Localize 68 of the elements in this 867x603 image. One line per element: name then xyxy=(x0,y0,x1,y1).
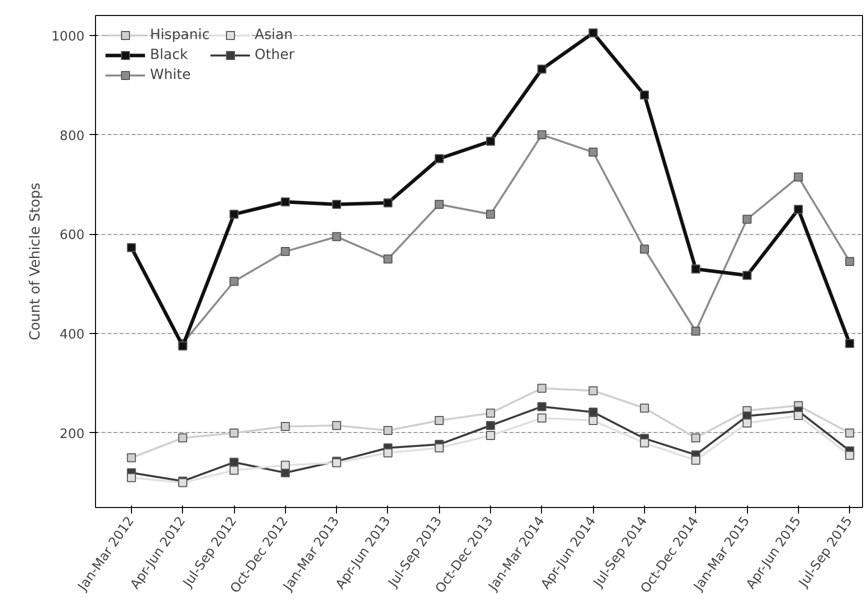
point xyxy=(280,422,290,431)
legend-label: White xyxy=(150,67,191,83)
point xyxy=(332,421,342,430)
point xyxy=(486,210,496,219)
point xyxy=(845,450,854,460)
point xyxy=(845,339,854,348)
point xyxy=(640,244,649,254)
point xyxy=(588,148,598,157)
point xyxy=(537,130,546,140)
point xyxy=(537,414,546,423)
point xyxy=(691,456,700,465)
legend-label: Asian xyxy=(254,27,293,43)
point xyxy=(691,326,700,336)
point xyxy=(230,210,239,219)
y-tick-label: 800 xyxy=(60,128,85,144)
point xyxy=(178,341,188,350)
point xyxy=(280,460,290,470)
point xyxy=(126,243,136,252)
point xyxy=(332,232,342,242)
point xyxy=(126,473,136,482)
point xyxy=(742,418,752,428)
point xyxy=(178,433,188,442)
point xyxy=(794,411,803,420)
point xyxy=(640,90,649,100)
point xyxy=(230,276,239,286)
point xyxy=(434,443,444,452)
point xyxy=(332,200,342,209)
point xyxy=(794,204,803,214)
point xyxy=(383,254,392,264)
point xyxy=(434,154,444,164)
legend-label: Hispanic xyxy=(150,27,210,43)
point xyxy=(691,264,700,274)
y-tick-label: 1000 xyxy=(51,29,85,44)
point xyxy=(126,453,136,462)
point xyxy=(383,448,392,458)
point xyxy=(486,408,496,418)
y-tick-label: 200 xyxy=(60,426,85,442)
y-axis-title: Count of Vehicle Stops xyxy=(27,182,44,340)
point xyxy=(537,64,546,74)
point xyxy=(742,214,752,224)
point xyxy=(280,197,290,206)
point xyxy=(845,257,854,266)
point xyxy=(280,247,290,256)
point xyxy=(588,386,598,396)
point xyxy=(230,466,239,475)
point xyxy=(486,421,496,430)
point xyxy=(486,136,496,146)
y-tick-label: 600 xyxy=(60,228,85,244)
point xyxy=(588,28,598,38)
legend-label: Black xyxy=(150,47,188,63)
point xyxy=(383,198,392,208)
point xyxy=(691,433,700,442)
point xyxy=(537,402,546,412)
point xyxy=(434,200,444,209)
point xyxy=(588,408,598,417)
point xyxy=(383,426,392,435)
point xyxy=(845,428,854,438)
point xyxy=(434,416,444,426)
point xyxy=(588,416,598,426)
point xyxy=(640,404,649,413)
point xyxy=(537,384,546,393)
legend-label: Other xyxy=(254,47,294,63)
y-tick-label: 400 xyxy=(60,328,85,343)
point xyxy=(742,270,752,280)
point xyxy=(640,438,649,448)
point xyxy=(794,172,803,182)
point xyxy=(486,430,496,440)
point xyxy=(230,428,239,438)
